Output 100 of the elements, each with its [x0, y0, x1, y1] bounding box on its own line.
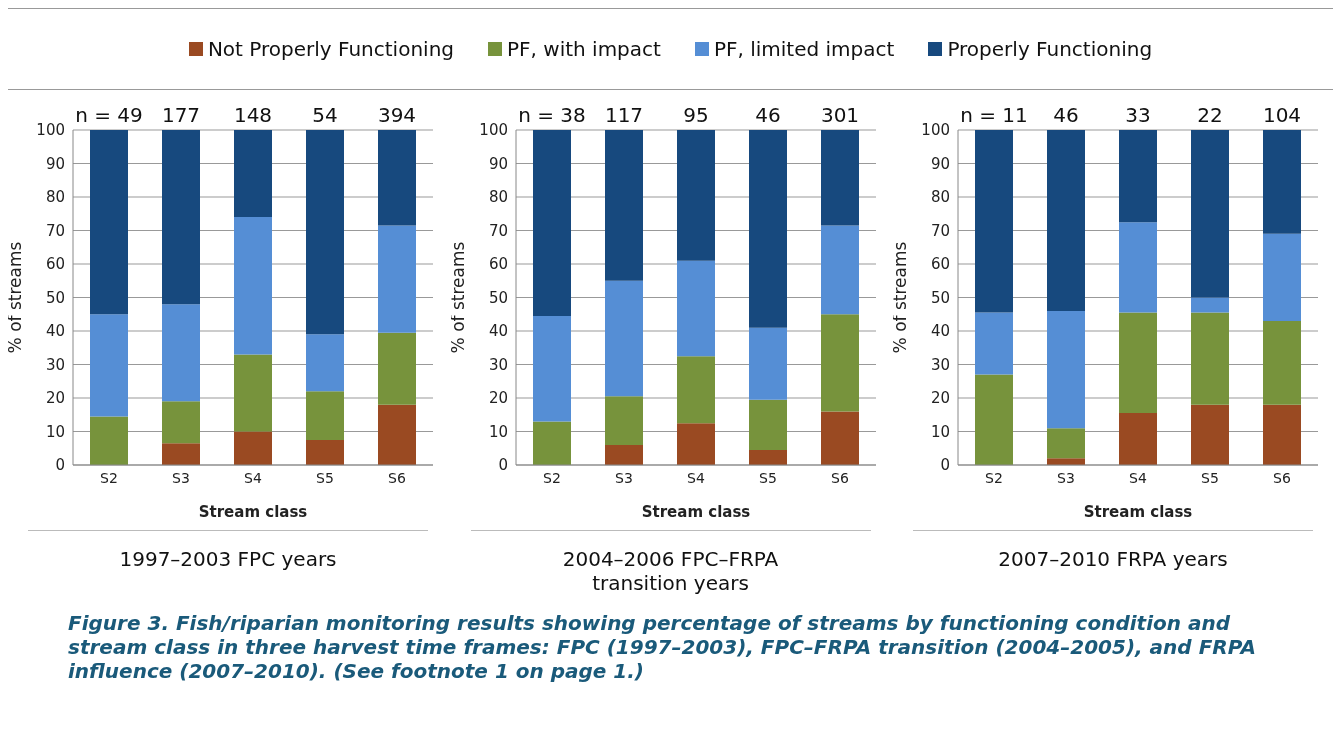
- bar: [1119, 413, 1157, 465]
- text: 394: [377, 103, 417, 127]
- x-tick-label: S4: [686, 469, 705, 486]
- y-tick-label: 60: [488, 255, 508, 274]
- bar: [748, 449, 787, 465]
- y-axis-title: % of streams: [447, 241, 468, 354]
- y-tick-label: 0: [940, 456, 950, 475]
- y-axis-title: % of streams: [890, 241, 911, 354]
- bar: [748, 130, 787, 328]
- bar: [306, 439, 344, 465]
- bar: [604, 396, 643, 445]
- bar: [820, 130, 859, 226]
- y-tick-label: 50: [930, 288, 950, 307]
- text: 148: [233, 103, 273, 127]
- bar: [1119, 222, 1157, 313]
- bar: [234, 217, 272, 355]
- y-tick-label: 10: [488, 422, 508, 441]
- bar: [162, 443, 200, 465]
- text: 117: [604, 103, 643, 127]
- y-tick-label: 100: [36, 121, 65, 140]
- bar: [532, 315, 571, 422]
- text: 1997–2003 FPC years: [119, 547, 337, 571]
- x-tick-label: S5: [1201, 469, 1219, 486]
- y-tick-label: 30: [45, 355, 65, 374]
- text: 177: [161, 103, 201, 127]
- legend-label: PF, limited impact: [712, 37, 895, 61]
- bar: [90, 416, 128, 465]
- bar: [1191, 312, 1229, 405]
- bar: [162, 130, 200, 305]
- bar: [676, 356, 715, 424]
- y-tick-label: 40: [488, 322, 508, 341]
- text: 33: [1125, 103, 1151, 127]
- bar: [676, 260, 715, 357]
- y-tick-label: 70: [488, 221, 508, 240]
- text: 22: [1197, 103, 1223, 127]
- x-tick-label: S2: [100, 469, 118, 486]
- bar: [820, 225, 859, 315]
- bar: [162, 304, 200, 402]
- bar: [378, 130, 416, 226]
- y-tick-label: 20: [45, 389, 65, 408]
- legend-label: Properly Functioning: [946, 37, 1153, 61]
- y-tick-label: 100: [921, 121, 950, 140]
- y-tick-label: 20: [930, 389, 950, 408]
- text: 104: [1262, 103, 1302, 127]
- bar: [604, 444, 643, 465]
- bar: [90, 130, 128, 315]
- y-tick-label: 10: [45, 422, 65, 441]
- text: 2004–2006 FPC–FRPA transition years: [561, 547, 780, 595]
- bar: [604, 130, 643, 281]
- y-tick-label: 90: [488, 154, 508, 173]
- bar: [748, 327, 787, 400]
- legend-label: Not Properly Functioning: [206, 37, 454, 61]
- bar: [1047, 130, 1085, 311]
- x-axis-title: Stream class: [198, 503, 308, 521]
- y-tick-label: 40: [930, 322, 950, 341]
- y-tick-label: 80: [488, 188, 508, 207]
- bar: [975, 312, 1013, 375]
- bar: [378, 225, 416, 333]
- x-axis-title: Stream class: [1083, 503, 1193, 521]
- bar: [748, 399, 787, 450]
- bar: [234, 130, 272, 218]
- text: 54: [312, 103, 338, 127]
- bar: [532, 421, 571, 465]
- text: 2007–2010 FRPA years: [998, 547, 1228, 571]
- y-tick-label: 50: [45, 288, 65, 307]
- bar: [532, 130, 571, 316]
- y-tick-label: 0: [497, 456, 508, 475]
- x-tick-label: S6: [388, 469, 406, 486]
- bar: [1191, 130, 1229, 298]
- y-tick-label: 80: [930, 188, 950, 207]
- bar: [1263, 320, 1301, 405]
- bar: [975, 374, 1013, 465]
- y-tick-label: 0: [55, 456, 65, 475]
- text: n = 11: [960, 103, 1028, 127]
- y-tick-label: 30: [930, 355, 950, 374]
- x-tick-label: S5: [758, 469, 777, 486]
- bar: [1119, 312, 1157, 414]
- x-tick-label: S3: [614, 469, 633, 486]
- y-tick-label: 70: [45, 221, 65, 240]
- y-axis-title: % of streams: [5, 241, 26, 354]
- bar: [1191, 404, 1229, 465]
- bar: [1263, 130, 1301, 234]
- bar: [1119, 130, 1157, 223]
- text: n = 49: [75, 103, 143, 127]
- bar: [1263, 233, 1301, 321]
- bar: [820, 314, 859, 412]
- bar: [676, 130, 715, 261]
- x-tick-label: S5: [316, 469, 334, 486]
- bar: [306, 334, 344, 392]
- bar: [604, 280, 643, 397]
- text: 301: [820, 103, 859, 127]
- bar: [820, 411, 859, 465]
- y-tick-label: 60: [930, 255, 950, 274]
- y-tick-label: 10: [930, 422, 950, 441]
- y-tick-label: 70: [930, 221, 950, 240]
- x-tick-label: S2: [985, 469, 1003, 486]
- x-axis-title: Stream class: [641, 503, 750, 521]
- x-tick-label: S6: [1273, 469, 1291, 486]
- bar: [234, 431, 272, 465]
- x-tick-label: S6: [830, 469, 849, 486]
